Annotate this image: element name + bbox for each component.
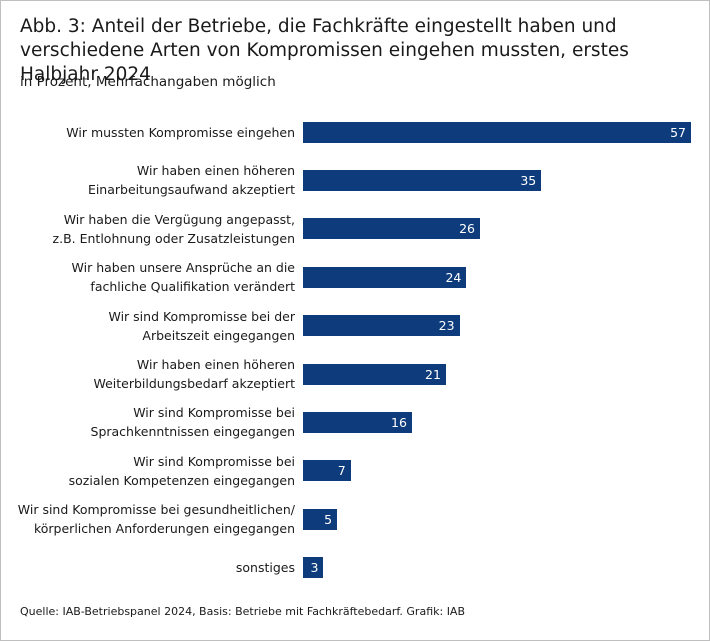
chart-subtitle: in Prozent, Mehrfachangaben möglich xyxy=(20,74,276,90)
category-label: Wir haben unsere Ansprüche an die fachli… xyxy=(71,260,295,295)
bar xyxy=(303,169,542,191)
source-note: Quelle: IAB-Betriebspanel 2024, Basis: B… xyxy=(20,605,466,618)
category-label: Wir haben einen höheren Weiterbildungsbe… xyxy=(93,357,295,391)
category-label: Wir mussten Kompromisse eingehen xyxy=(66,124,295,140)
value-label: 35 xyxy=(520,172,537,188)
category-label: Wir sind Kompromisse bei der Arbeitszeit… xyxy=(108,308,295,343)
bar xyxy=(303,363,446,385)
category-label: sonstiges xyxy=(235,560,295,576)
category-label: Wir sind Kompromisse bei gesundheitliche… xyxy=(17,502,295,537)
value-label: 23 xyxy=(438,318,455,334)
value-label: 3 xyxy=(310,560,319,576)
value-label: 7 xyxy=(337,463,346,479)
bar xyxy=(303,508,338,530)
bar xyxy=(303,460,351,482)
bar xyxy=(303,218,480,240)
value-label: 24 xyxy=(445,269,462,285)
category-label: Wir sind Kompromisse bei Sprachkenntniss… xyxy=(90,405,295,440)
value-label: 5 xyxy=(324,511,333,527)
bar xyxy=(303,411,412,433)
category-label: Wir haben die Vergügung angepasst, z.B. … xyxy=(52,211,295,246)
value-label: 21 xyxy=(425,366,441,382)
bar xyxy=(303,315,460,337)
value-label: 57 xyxy=(670,124,686,140)
chart-title: Abb. 3: Anteil der Betriebe, die Fachkrä… xyxy=(20,16,629,85)
category-label: Wir haben einen höheren Einarbeitungsauf… xyxy=(87,163,295,198)
category-label: Wir sind Kompromisse bei sozialen Kompet… xyxy=(68,453,295,488)
value-label: 16 xyxy=(391,414,407,430)
bar xyxy=(303,557,324,579)
value-label: 26 xyxy=(459,221,475,237)
bar xyxy=(303,121,691,143)
bar xyxy=(303,266,467,288)
